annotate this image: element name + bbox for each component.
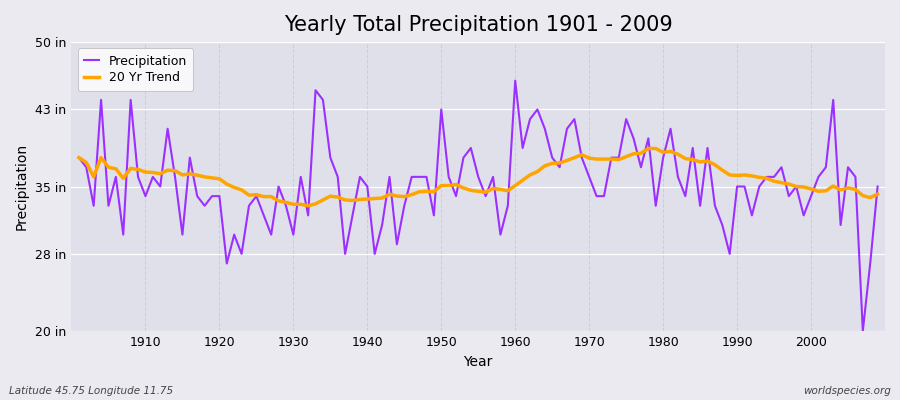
Precipitation [509, 78, 520, 83]
20 Yr Trend [302, 203, 313, 208]
Precipitation [74, 155, 85, 160]
20 Yr Trend [872, 192, 883, 197]
Precipitation [339, 252, 350, 256]
Y-axis label: Precipitation: Precipitation [15, 143, 29, 230]
20 Yr Trend [347, 198, 358, 203]
20 Yr Trend [132, 167, 143, 172]
Legend: Precipitation, 20 Yr Trend: Precipitation, 20 Yr Trend [77, 48, 194, 91]
Line: 20 Yr Trend: 20 Yr Trend [79, 148, 878, 206]
Precipitation [858, 328, 868, 333]
Text: worldspecies.org: worldspecies.org [803, 386, 891, 396]
Text: Latitude 45.75 Longitude 11.75: Latitude 45.75 Longitude 11.75 [9, 386, 173, 396]
Precipitation [518, 146, 528, 150]
Precipitation [132, 174, 143, 179]
20 Yr Trend [643, 146, 653, 151]
20 Yr Trend [518, 178, 528, 183]
20 Yr Trend [509, 183, 520, 188]
Line: Precipitation: Precipitation [79, 81, 878, 331]
Precipitation [295, 174, 306, 179]
Precipitation [606, 155, 616, 160]
Precipitation [872, 184, 883, 189]
X-axis label: Year: Year [464, 355, 493, 369]
Title: Yearly Total Precipitation 1901 - 2009: Yearly Total Precipitation 1901 - 2009 [284, 15, 672, 35]
20 Yr Trend [74, 155, 85, 160]
20 Yr Trend [295, 202, 306, 207]
Precipitation [502, 203, 513, 208]
20 Yr Trend [606, 157, 616, 162]
